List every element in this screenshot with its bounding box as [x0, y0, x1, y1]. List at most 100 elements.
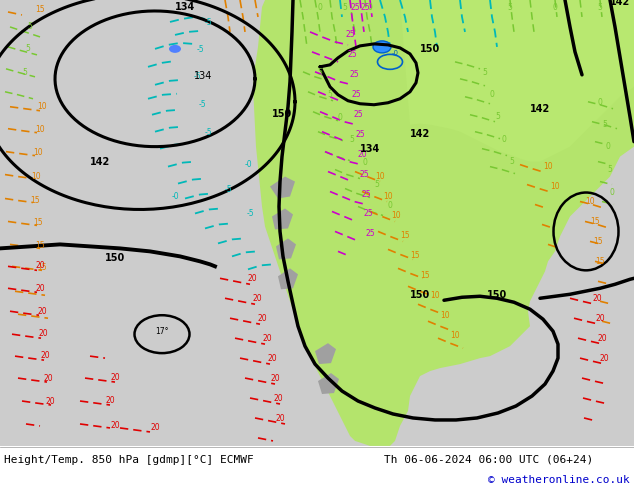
Text: 142: 142 [530, 104, 550, 114]
Text: 20: 20 [38, 329, 48, 338]
Text: 5: 5 [510, 157, 514, 166]
Text: 25: 25 [347, 50, 357, 59]
Text: © weatheronline.co.uk: © weatheronline.co.uk [488, 475, 630, 485]
Text: 20: 20 [592, 294, 602, 303]
Text: 5: 5 [598, 3, 602, 12]
Text: 25: 25 [363, 209, 373, 219]
Text: 20: 20 [262, 334, 272, 343]
Text: 20: 20 [37, 307, 47, 316]
Text: 142: 142 [90, 157, 110, 167]
Text: 5: 5 [602, 120, 607, 129]
Text: 15: 15 [410, 251, 420, 260]
Text: 5: 5 [349, 135, 354, 144]
Text: 20: 20 [105, 396, 115, 405]
Text: 142: 142 [410, 129, 430, 139]
Text: 25: 25 [361, 190, 371, 198]
Text: 0: 0 [609, 188, 614, 196]
Polygon shape [318, 373, 339, 394]
Text: 20: 20 [357, 149, 367, 159]
Text: Th 06-06-2024 06:00 UTC (06+24): Th 06-06-2024 06:00 UTC (06+24) [384, 455, 593, 465]
Text: -5: -5 [204, 18, 212, 27]
Text: 0: 0 [337, 113, 342, 122]
Text: 20: 20 [36, 261, 45, 270]
Ellipse shape [169, 45, 181, 53]
Text: 15: 15 [37, 263, 47, 272]
Polygon shape [253, 0, 634, 446]
Text: 20: 20 [36, 284, 45, 294]
Text: 10: 10 [585, 197, 595, 206]
Text: 17°: 17° [155, 327, 169, 336]
Text: 15: 15 [36, 5, 45, 14]
Text: 5: 5 [342, 3, 347, 12]
Text: 20: 20 [43, 374, 53, 383]
Ellipse shape [373, 41, 391, 53]
Text: 25: 25 [360, 3, 370, 12]
Text: 10: 10 [440, 311, 450, 320]
Text: 10: 10 [33, 147, 43, 157]
Text: -0: -0 [244, 160, 252, 169]
Polygon shape [276, 239, 296, 259]
Text: 0: 0 [387, 201, 392, 211]
Text: 5: 5 [27, 22, 32, 31]
Text: -5: -5 [198, 100, 206, 109]
Text: 20: 20 [599, 354, 609, 363]
Text: 10: 10 [383, 192, 393, 200]
Text: 0: 0 [501, 135, 507, 144]
Text: 134: 134 [360, 144, 380, 154]
Text: 15: 15 [30, 196, 40, 204]
Text: 10: 10 [37, 102, 47, 111]
Text: 25: 25 [350, 3, 360, 12]
Text: 10: 10 [550, 181, 560, 191]
Text: 25: 25 [359, 170, 369, 178]
Text: 20: 20 [252, 294, 262, 303]
Text: 15: 15 [420, 271, 430, 280]
Text: Height/Temp. 850 hPa [gdmp][°C] ECMWF: Height/Temp. 850 hPa [gdmp][°C] ECMWF [4, 455, 254, 465]
Text: 20: 20 [257, 314, 267, 323]
Polygon shape [278, 269, 298, 289]
Text: 15: 15 [590, 218, 600, 226]
Text: 0: 0 [605, 142, 611, 150]
Text: 20: 20 [275, 414, 285, 423]
Text: 0: 0 [598, 98, 602, 107]
Text: 10: 10 [450, 331, 460, 340]
Text: 150: 150 [487, 290, 507, 300]
Text: 20: 20 [110, 421, 120, 430]
Text: 5: 5 [25, 44, 30, 53]
Text: 25: 25 [365, 229, 375, 239]
Text: 134: 134 [175, 2, 195, 12]
Text: 25: 25 [353, 110, 363, 119]
Text: 10: 10 [36, 124, 45, 134]
Text: 0: 0 [489, 90, 495, 99]
Text: 15: 15 [593, 237, 603, 246]
Text: 0: 0 [363, 158, 368, 167]
Text: 5: 5 [607, 165, 612, 173]
Text: 0: 0 [368, 3, 372, 12]
Text: 10: 10 [543, 162, 553, 171]
Text: 5: 5 [328, 90, 332, 99]
Text: 142: 142 [610, 0, 630, 7]
Text: 25: 25 [351, 90, 361, 99]
Text: 134: 134 [194, 71, 212, 81]
Text: 10: 10 [375, 172, 385, 180]
Text: 150: 150 [410, 290, 430, 300]
Text: 10: 10 [31, 172, 41, 180]
Text: 15: 15 [400, 231, 410, 241]
Polygon shape [272, 208, 293, 229]
Text: 20: 20 [40, 351, 50, 360]
Text: -5: -5 [246, 209, 254, 219]
Text: -0: -0 [392, 50, 399, 56]
Text: 10: 10 [391, 212, 401, 220]
Text: 5: 5 [318, 68, 323, 77]
Text: 15: 15 [595, 257, 605, 267]
Text: 5: 5 [496, 112, 500, 121]
Text: 0: 0 [318, 3, 323, 12]
Text: 150: 150 [105, 253, 125, 263]
Text: 20: 20 [267, 354, 277, 363]
Text: 25: 25 [345, 30, 355, 39]
Text: 20: 20 [273, 394, 283, 403]
Text: 5: 5 [23, 68, 27, 77]
Text: 150: 150 [420, 44, 440, 54]
Text: 5: 5 [482, 68, 488, 77]
Polygon shape [270, 176, 295, 198]
Text: 20: 20 [45, 397, 55, 406]
